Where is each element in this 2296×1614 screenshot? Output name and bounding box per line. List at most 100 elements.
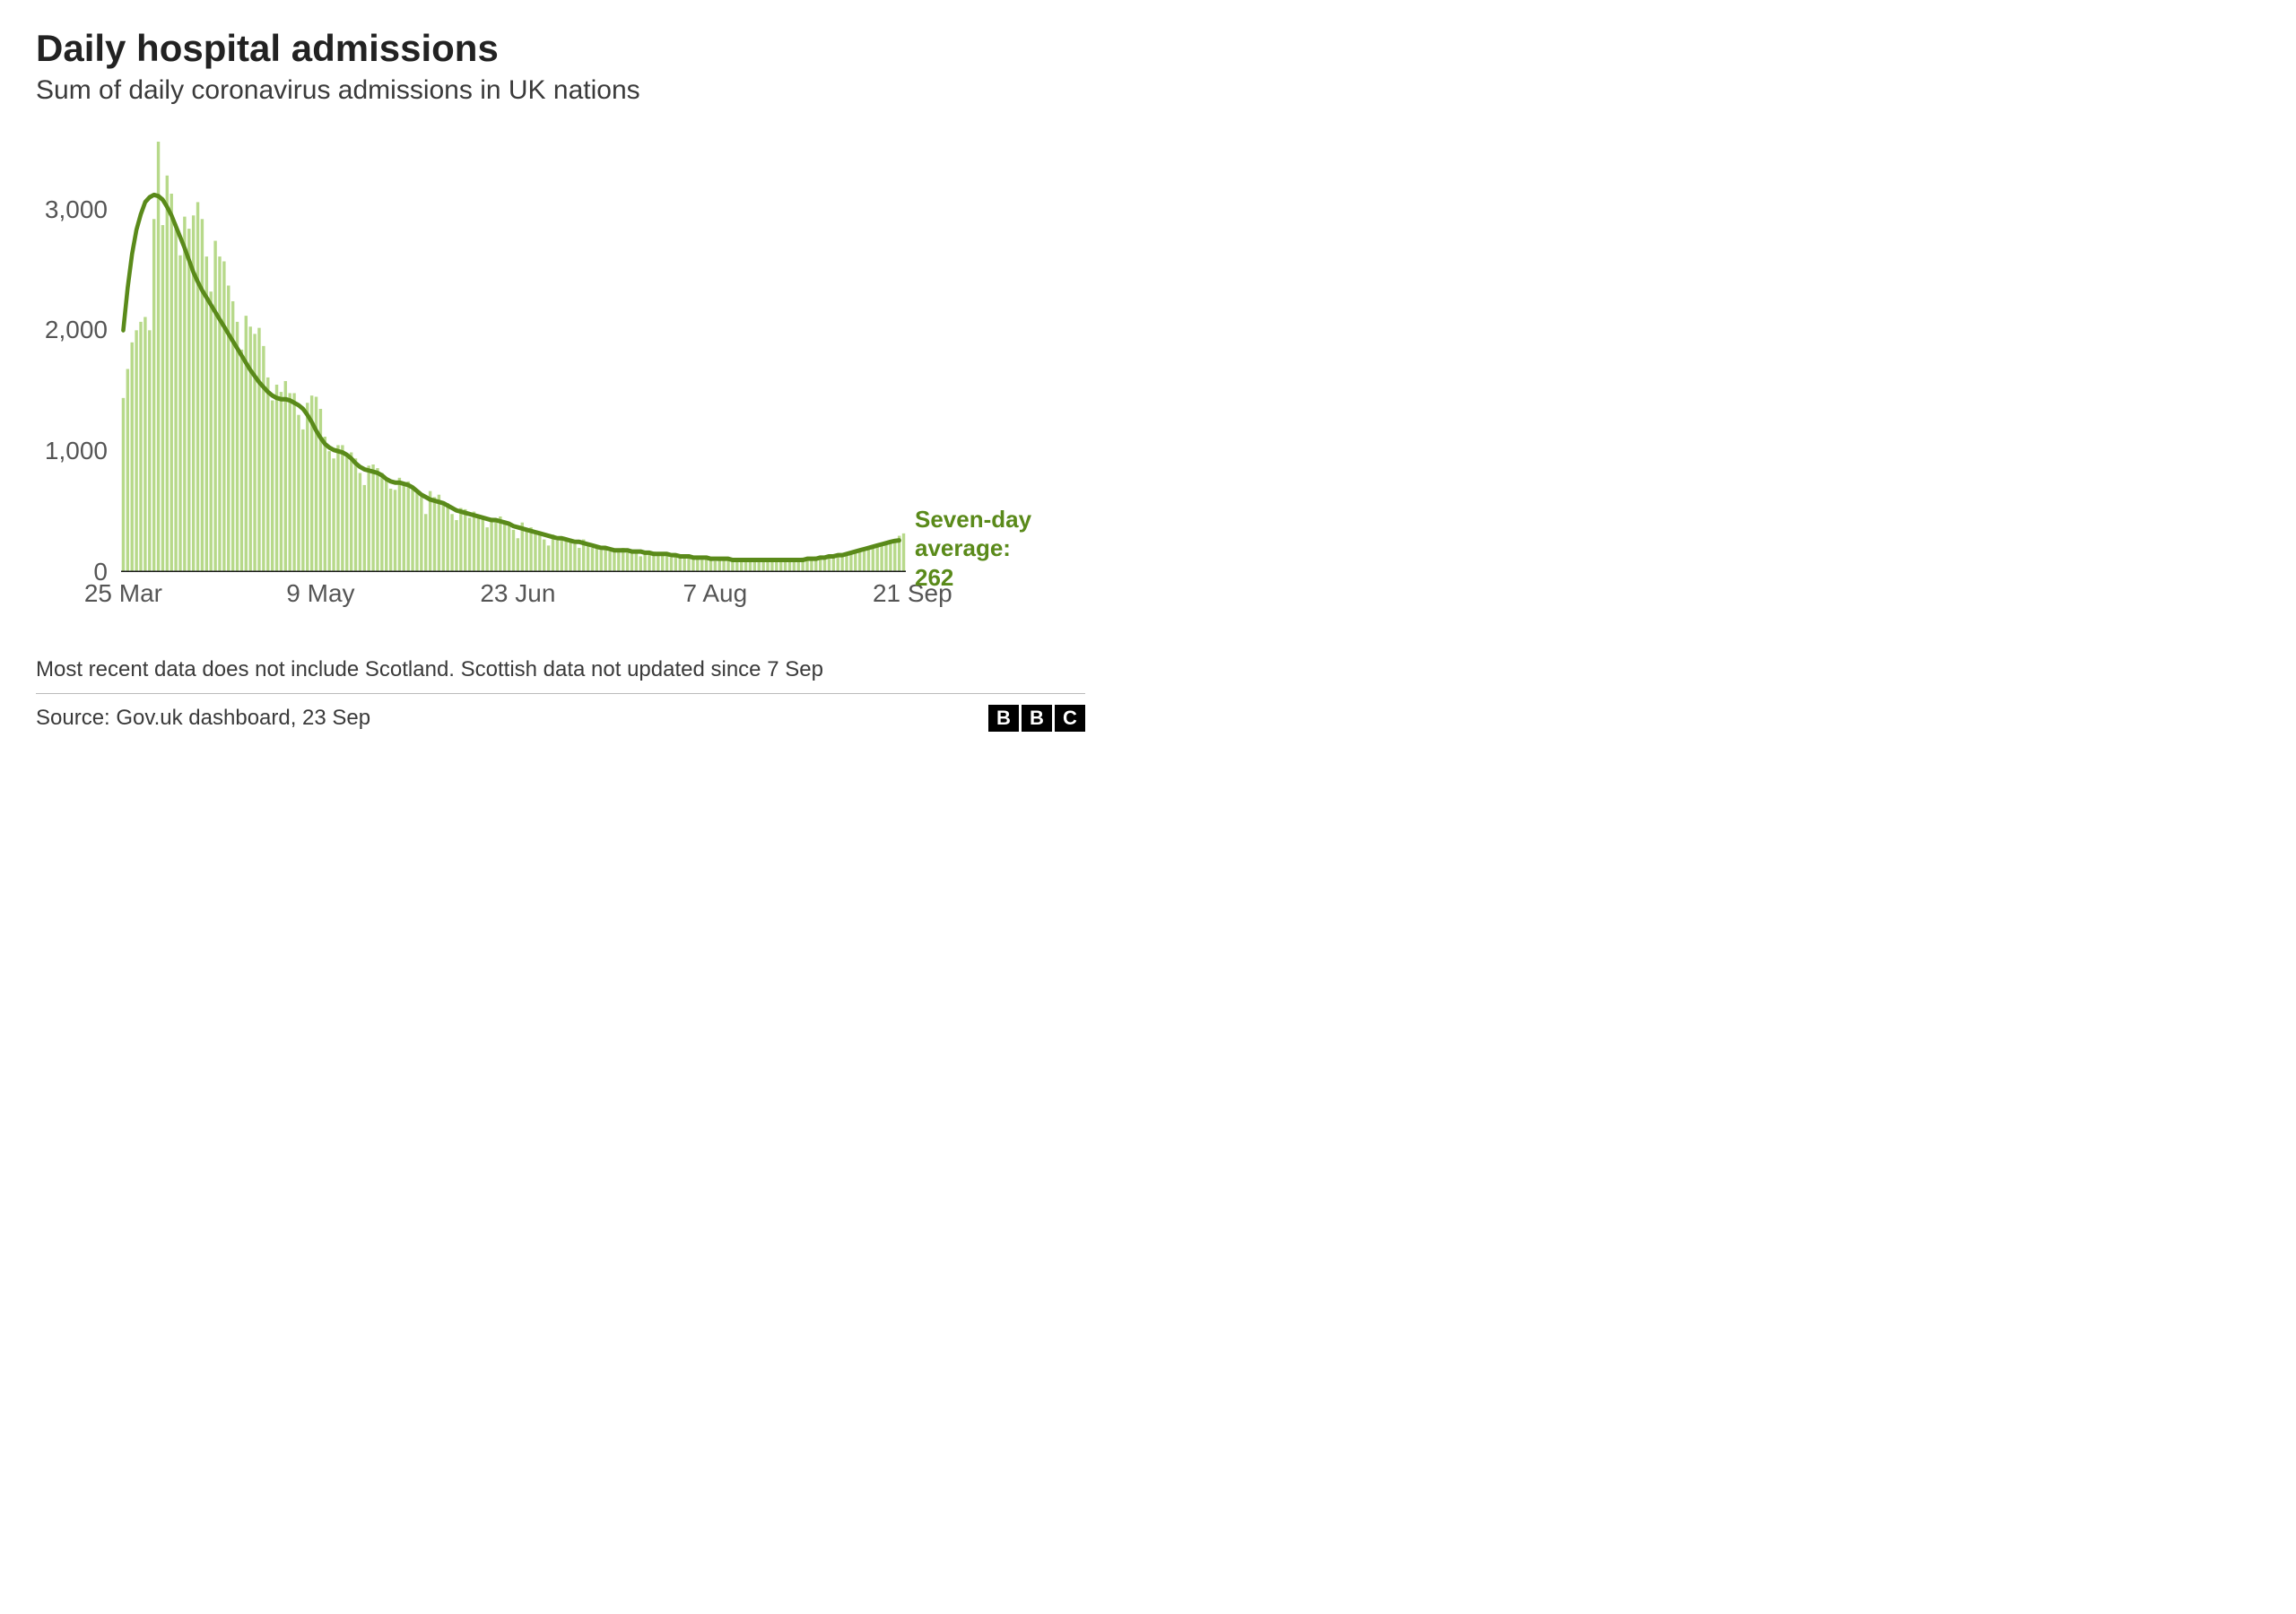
bar: [893, 540, 896, 572]
bar: [266, 377, 269, 572]
bar: [512, 530, 515, 572]
y-tick-label: 3,000: [45, 195, 108, 224]
bar: [691, 559, 694, 572]
bar: [415, 490, 418, 572]
bar: [327, 451, 330, 572]
bar: [473, 512, 475, 572]
x-tick-label: 9 May: [286, 579, 354, 608]
bar: [122, 398, 125, 572]
bar: [464, 509, 466, 572]
bar: [446, 503, 448, 572]
bar: [389, 489, 392, 572]
bar: [700, 560, 703, 572]
bar: [205, 256, 208, 572]
bar: [324, 437, 326, 572]
bar: [525, 530, 527, 572]
bar: [222, 261, 225, 572]
bar: [538, 534, 541, 572]
bar: [499, 516, 501, 572]
bar: [450, 514, 453, 572]
bar: [442, 502, 445, 572]
bar: [648, 554, 650, 572]
bar: [438, 495, 440, 572]
bar: [683, 556, 685, 572]
bar: [257, 328, 260, 572]
bar: [420, 497, 422, 572]
bar: [371, 464, 374, 572]
bar: [363, 485, 366, 572]
bar: [345, 454, 348, 572]
bar: [613, 551, 615, 572]
bar: [455, 520, 457, 572]
divider: [36, 693, 1085, 694]
bar: [341, 445, 344, 572]
bar: [275, 385, 278, 572]
bar: [213, 241, 216, 572]
bar: [564, 538, 567, 572]
bar: [587, 545, 589, 572]
x-tick-label: 25 Mar: [84, 579, 162, 608]
bar: [661, 555, 664, 572]
bar: [240, 350, 243, 572]
bar: [161, 225, 164, 572]
bar: [187, 229, 190, 572]
x-axis: 25 Mar9 May23 Jun7 Aug21 Sep: [121, 572, 906, 626]
bbc-logo: B B C: [988, 705, 1085, 732]
bar: [144, 317, 146, 572]
bar: [183, 217, 186, 572]
bar: [411, 489, 413, 572]
bar: [858, 551, 861, 572]
bar: [608, 551, 611, 572]
bar: [561, 537, 563, 572]
bar: [880, 544, 883, 572]
bar: [288, 393, 291, 572]
bar: [433, 497, 436, 572]
bar: [196, 202, 199, 572]
line-annotation: Seven-day average: 262: [915, 505, 1085, 593]
x-tick-label: 23 Jun: [480, 579, 555, 608]
bar: [482, 519, 484, 572]
bar: [306, 403, 309, 572]
bar: [547, 545, 550, 572]
y-axis: 01,0002,0003,000: [36, 142, 117, 572]
annotation-value: 262: [915, 564, 953, 591]
bar: [665, 554, 668, 572]
bar: [253, 334, 256, 572]
chart-svg: [121, 142, 906, 572]
bar: [218, 256, 221, 572]
y-tick-label: 1,000: [45, 437, 108, 465]
bar: [424, 514, 427, 572]
logo-letter: C: [1055, 705, 1085, 732]
bar: [394, 490, 396, 572]
bar: [543, 540, 545, 572]
avg-line: [123, 195, 899, 560]
bar: [529, 527, 532, 572]
bar: [139, 322, 142, 572]
bar: [556, 541, 559, 572]
bar: [284, 381, 287, 572]
bar: [126, 369, 129, 572]
bar: [600, 551, 603, 572]
bar: [157, 142, 160, 572]
bar: [315, 396, 317, 572]
bar: [508, 524, 510, 572]
bar: [468, 517, 471, 572]
bar: [406, 482, 409, 572]
bar: [166, 176, 169, 572]
bar: [591, 548, 594, 572]
bar: [170, 194, 173, 572]
footnote: Most recent data does not include Scotla…: [36, 657, 1085, 682]
bar: [639, 556, 642, 572]
bar: [301, 430, 304, 572]
footer-row: Source: Gov.uk dashboard, 23 Sep B B C: [36, 705, 1085, 732]
bar: [490, 517, 492, 572]
bar: [876, 545, 879, 572]
bar: [292, 393, 295, 572]
bar: [578, 548, 580, 572]
bar: [604, 549, 606, 572]
bar: [534, 534, 536, 572]
bar: [178, 256, 181, 572]
bar: [236, 322, 239, 572]
bar: [872, 547, 874, 572]
bar: [569, 542, 571, 572]
